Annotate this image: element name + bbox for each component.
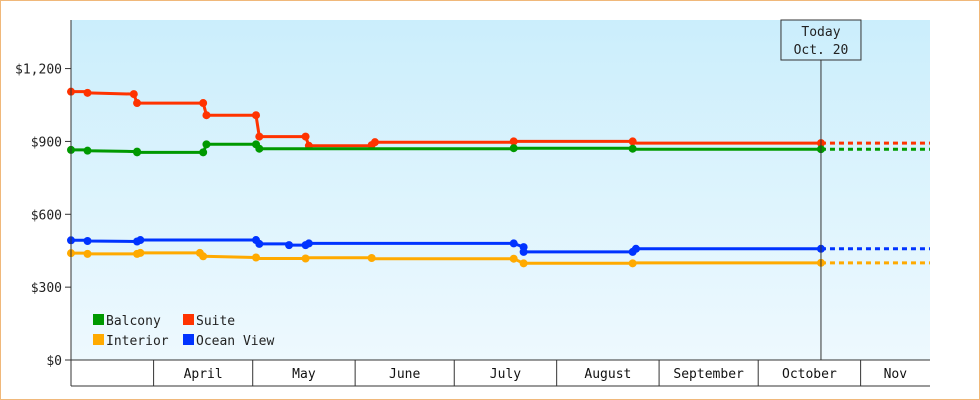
- data-point-ocean-view: [304, 239, 313, 248]
- data-point-balcony: [199, 148, 208, 157]
- series-line-balcony: [71, 142, 821, 154]
- y-tick-label: $900: [31, 135, 62, 150]
- data-point-ocean-view: [631, 244, 640, 253]
- data-point-interior: [199, 252, 208, 261]
- data-point-suite: [133, 99, 142, 108]
- month-label: October: [782, 367, 837, 382]
- data-point-ocean-view: [285, 241, 294, 250]
- data-point-suite: [370, 138, 379, 147]
- data-point-suite: [509, 137, 518, 146]
- data-point-suite: [83, 88, 92, 97]
- month-label: September: [673, 367, 744, 382]
- data-point-interior: [136, 248, 145, 257]
- data-point-suite: [202, 111, 211, 120]
- data-point-interior: [628, 259, 637, 268]
- data-point-suite: [252, 111, 261, 120]
- legend-label-interior: Interior: [106, 334, 169, 349]
- data-point-interior: [83, 249, 92, 258]
- data-point-ocean-view: [255, 239, 264, 248]
- series-ocean-view: [67, 236, 930, 256]
- data-point-ocean-view: [83, 237, 92, 245]
- y-tick-label: $300: [31, 281, 62, 296]
- data-point-suite: [255, 132, 264, 141]
- today-date: Oct. 20: [794, 43, 849, 58]
- legend: Balcony Suite Interior Ocean View: [93, 314, 274, 349]
- y-tick-label: $0: [46, 354, 62, 369]
- month-label: May: [292, 367, 316, 382]
- month-label: August: [584, 367, 631, 382]
- data-point-interior: [519, 259, 528, 268]
- y-tick-label: $600: [31, 208, 62, 223]
- plot-background: [71, 20, 930, 360]
- data-point-suite: [301, 132, 310, 141]
- data-point-interior: [509, 254, 518, 263]
- month-label: July: [490, 367, 521, 382]
- legend-label-balcony: Balcony: [106, 314, 161, 329]
- legend-swatch-ocean-view: [183, 334, 194, 345]
- x-axis: April May June July August September October No…: [71, 359, 930, 387]
- today-label: Today: [801, 25, 840, 40]
- series-balcony: [67, 140, 930, 157]
- month-label: Nov: [884, 367, 908, 382]
- y-axis-ticks: $0 $300 $600 $900 $1,200: [15, 63, 71, 369]
- data-point-interior: [301, 254, 310, 263]
- data-point-balcony: [255, 144, 264, 153]
- y-tick-label: $1,200: [15, 63, 62, 78]
- legend-swatch-interior: [93, 334, 104, 345]
- data-point-ocean-view: [519, 247, 528, 256]
- data-point-suite: [199, 99, 208, 108]
- series-layer: [67, 87, 930, 268]
- data-point-balcony: [509, 144, 518, 153]
- series-interior: [67, 248, 930, 268]
- data-point-ocean-view: [509, 239, 518, 248]
- month-label: June: [389, 367, 420, 382]
- today-marker: Today Oct. 20: [780, 19, 862, 360]
- data-point-ocean-view: [136, 236, 145, 245]
- data-point-balcony: [628, 144, 637, 153]
- series-line-interior: [71, 251, 821, 265]
- legend-label-suite: Suite: [196, 314, 235, 329]
- data-point-suite: [628, 137, 637, 146]
- data-point-balcony: [133, 148, 142, 157]
- legend-swatch-suite: [183, 314, 194, 325]
- data-point-interior: [252, 253, 261, 262]
- legend-label-ocean-view: Ocean View: [196, 334, 274, 349]
- today-box: [780, 19, 862, 61]
- data-point-balcony: [202, 140, 211, 149]
- data-point-interior: [367, 254, 376, 262]
- series-line-suite: [71, 90, 821, 148]
- legend-swatch-balcony: [93, 314, 104, 325]
- data-point-balcony: [83, 146, 92, 155]
- data-point-suite: [129, 90, 138, 99]
- month-label: April: [184, 367, 223, 382]
